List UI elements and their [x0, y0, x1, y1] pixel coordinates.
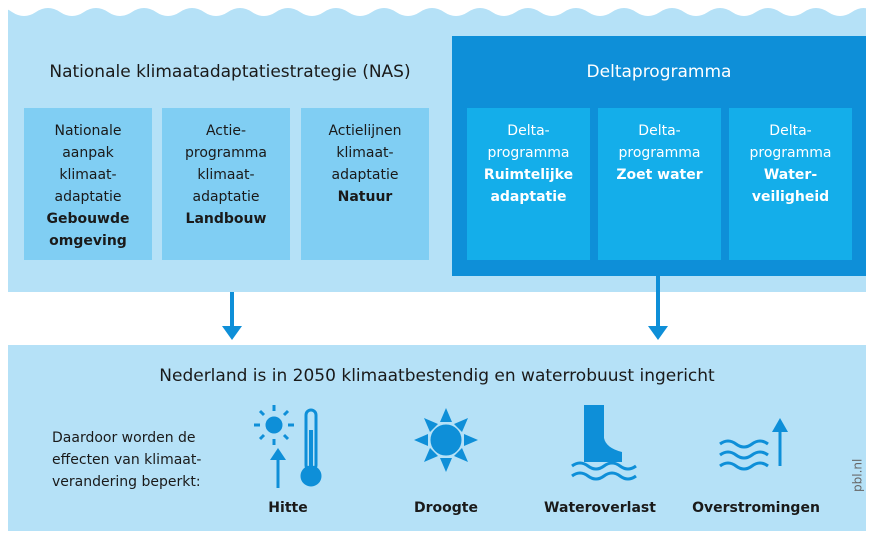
delta-title: Deltaprogramma [587, 62, 732, 82]
box-line: klimaat- [59, 167, 116, 183]
effects-text: verandering beperkt: [52, 474, 201, 490]
box [24, 108, 152, 260]
effects-text: Daardoor worden de [52, 430, 196, 446]
effects-text: effecten van klimaat- [52, 452, 201, 468]
box-line: adaptatie [193, 189, 260, 205]
box [729, 108, 852, 260]
box-line: adaptatie [332, 167, 399, 183]
box-line: klimaat- [336, 145, 393, 161]
box-line: klimaat- [197, 167, 254, 183]
box-line: Delta- [769, 123, 811, 139]
arrows [222, 276, 668, 340]
box-bold-line: Ruimtelijke [484, 167, 573, 183]
source: pbl.nl [851, 459, 865, 492]
box-line: adaptatie [55, 189, 122, 205]
box [162, 108, 290, 260]
box-line: Actie- [206, 123, 246, 139]
box-line: programma [488, 145, 570, 161]
box-bold-line: adaptatie [490, 189, 566, 205]
box-line: Delta- [638, 123, 680, 139]
box-bold-line: omgeving [49, 233, 127, 249]
effect-label: Overstromingen [692, 500, 820, 516]
box-line: programma [750, 145, 832, 161]
box [598, 108, 721, 260]
box-line: programma [619, 145, 701, 161]
box [467, 108, 590, 260]
box-line: Delta- [507, 123, 549, 139]
nas-title: Nationale klimaatadaptatiestrategie (NAS… [49, 62, 410, 82]
box-line: Actielijnen [328, 123, 401, 139]
effect-label: Droogte [414, 500, 478, 516]
wave-edge [0, 0, 874, 16]
box-bold-line: Gebouwde [46, 211, 129, 227]
box [301, 108, 429, 260]
goal-text: Nederland is in 2050 klimaatbestendig en… [159, 366, 715, 386]
heat-icon [254, 405, 322, 488]
box-bold-line: Natuur [338, 189, 393, 205]
icons [254, 405, 788, 488]
box-line: Nationale [55, 123, 122, 139]
box-bold-line: veiligheid [752, 189, 829, 205]
box-bold-line: Water- [764, 167, 817, 183]
box-bold-line: Landbouw [186, 211, 267, 227]
box-line: programma [185, 145, 267, 161]
box-bold-line: Zoet water [616, 167, 702, 183]
flood-icon [571, 405, 637, 481]
effect-label: Wateroverlast [544, 500, 656, 516]
box-line: aanpak [62, 145, 114, 161]
overflow-icon [719, 418, 788, 471]
drought-icon [414, 408, 478, 472]
effect-label: Hitte [268, 500, 307, 516]
